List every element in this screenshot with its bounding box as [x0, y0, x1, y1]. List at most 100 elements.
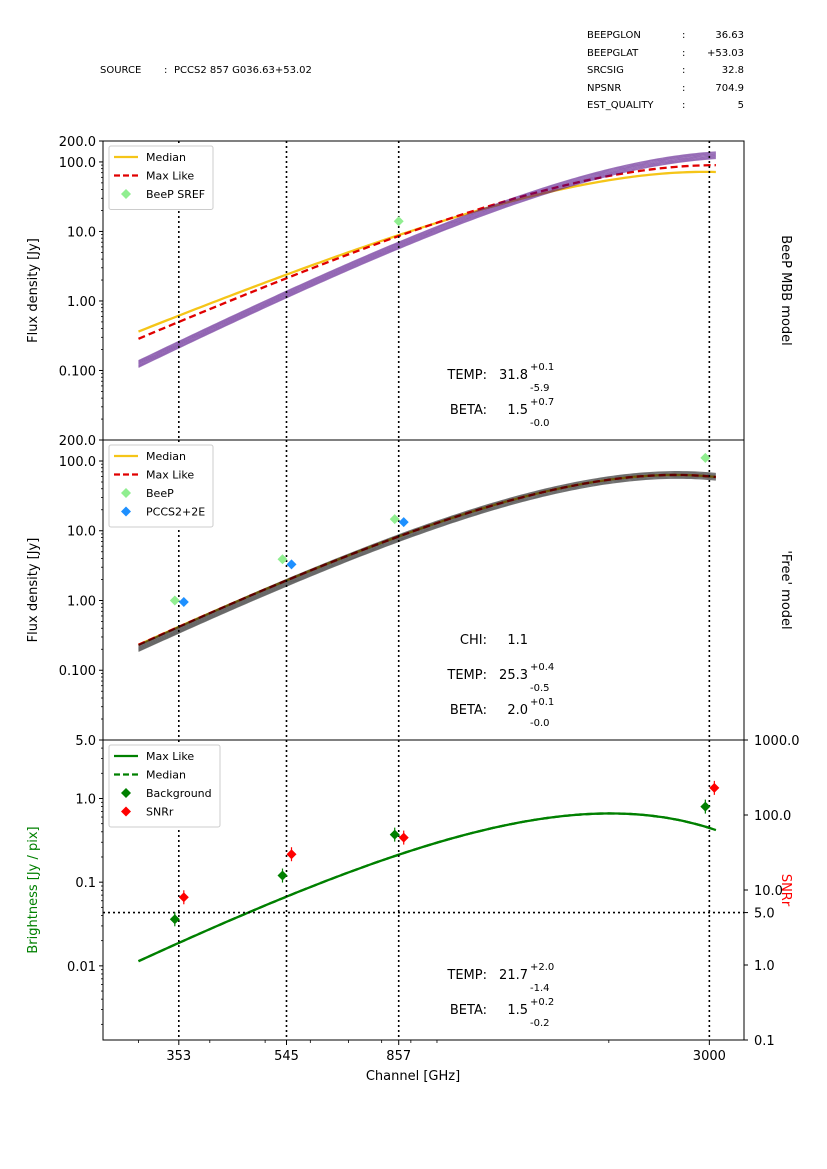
y-tick-label: 0.100	[59, 664, 96, 679]
annotation-key: CHI:	[460, 633, 487, 648]
series-band-line	[138, 154, 716, 365]
x-tick-label: 353	[166, 1049, 191, 1064]
series-band-line	[138, 476, 716, 651]
data-point	[277, 554, 288, 565]
legend-swatch-diamond	[121, 788, 131, 798]
y-tick-label: 10.0	[67, 525, 96, 540]
annotation-plus: +0.1	[530, 697, 554, 708]
annotation-minus: -0.0	[530, 418, 550, 429]
legend-label: Max Like	[146, 469, 194, 482]
data-point	[709, 782, 720, 793]
annotation-value: 31.8	[499, 368, 528, 383]
annotation: BETA: 1.5+0.2 -0.2	[450, 997, 554, 1029]
data-point	[178, 892, 189, 903]
series-band-line	[138, 475, 716, 650]
annotation-plus: +0.1	[530, 362, 554, 373]
data-point	[277, 870, 288, 881]
y-axis-label: Brightness [Jy / pix]	[26, 826, 41, 953]
annotation-minus: -1.4	[530, 983, 550, 994]
annotation-plus: +2.0	[530, 962, 554, 973]
annotation-minus: -0.5	[530, 683, 550, 694]
series-band-line	[138, 474, 716, 649]
data-point	[286, 559, 297, 570]
legend-label: Background	[146, 787, 212, 800]
y2-tick-label: 5.0	[754, 907, 775, 922]
x-tick-label: 545	[274, 1049, 299, 1064]
series-band-line	[138, 473, 716, 648]
source-value: PCCS2 857 G036.63+53.02	[174, 65, 312, 76]
annotation-plus: +0.2	[530, 997, 554, 1008]
annotation-key: BETA:	[450, 703, 487, 718]
y-tick-label: 200.0	[59, 135, 96, 150]
annotation-key: BETA:	[450, 403, 487, 418]
annotation-plus: +0.4	[530, 662, 554, 673]
legend-swatch-diamond	[121, 506, 131, 517]
field-sep: :	[682, 100, 685, 111]
data-point	[389, 829, 400, 840]
y-tick-label: 0.1	[75, 876, 96, 891]
panel-middle: 0.100 1.00 10.0 100.0 200.0 Flux density [Jy]…	[26, 434, 793, 741]
panel-top: 0.100 1.00 10.0 100.0 200.0 Flux density [Jy]…	[26, 135, 793, 441]
annotation-key: TEMP:	[446, 668, 487, 683]
field-value: 5	[738, 100, 744, 111]
y-axis-label: Flux density [Jy]	[26, 238, 41, 343]
legend-label: BeeP SREF	[146, 188, 205, 201]
legend-label: Max Like	[146, 170, 194, 183]
field-value: +53.03	[707, 48, 744, 59]
annotation-minus: -0.0	[530, 718, 550, 729]
annotation-value: 2.0	[507, 703, 528, 718]
annotation-plus: +0.7	[530, 397, 554, 408]
x-tick-label: 3000	[693, 1049, 726, 1064]
y2-tick-label: 10.0	[754, 884, 783, 899]
legend: Median Max Like BeeP PCCS2+2E	[108, 444, 214, 528]
plot-area	[138, 812, 717, 963]
series-band-line	[138, 472, 716, 647]
field-sep: :	[682, 30, 685, 41]
data-point	[700, 452, 711, 463]
data-point	[178, 597, 189, 608]
y-tick-label: 100.0	[59, 156, 96, 171]
annotation: CHI: 1.1	[460, 633, 528, 648]
series-band-line	[138, 151, 716, 362]
legend-label: Median	[146, 450, 186, 463]
annotation-value: 1.5	[507, 1003, 528, 1018]
field-value: 32.8	[722, 65, 744, 76]
series-line-max-like	[138, 812, 717, 963]
panel-bottom: 0.01 0.1 1.0 5.0 0.1 1.0 5.0 10.0 100.0 1000.0 SNR…	[26, 734, 800, 1049]
annotation: BETA: 2.0+0.1 -0.0	[450, 697, 554, 729]
series-line-median	[138, 473, 716, 646]
y-tick-label: 0.100	[59, 364, 96, 379]
legend-swatch-diamond	[121, 189, 131, 199]
annotation-key: TEMP:	[446, 368, 487, 383]
y2-tick-label: 1000.0	[754, 734, 800, 749]
legend-box	[108, 744, 221, 828]
x-axis-label: Channel [GHz]	[366, 1069, 460, 1084]
series-band-line	[138, 152, 716, 363]
field-key: NPSNR	[587, 83, 621, 94]
y2-tick-label: 100.0	[754, 809, 791, 824]
field-sep: :	[682, 48, 685, 59]
data-point	[398, 832, 409, 843]
series-band-line	[138, 156, 716, 367]
y-tick-label: 1.00	[67, 594, 96, 609]
panel-model-label: BeeP MBB model	[778, 235, 793, 346]
legend-swatch-diamond	[121, 488, 131, 498]
y-tick-label: 0.01	[67, 960, 96, 975]
annotation-key: BETA:	[450, 1003, 487, 1018]
x-tick-label: 857	[386, 1049, 411, 1064]
legend: Max Like Median Background SNRr	[108, 744, 221, 828]
legend-label: BeeP	[146, 487, 174, 500]
annotation: TEMP: 25.3+0.4 -0.5	[446, 662, 554, 694]
field-value: 36.63	[715, 30, 744, 41]
legend-box	[108, 145, 214, 210]
annotation-value: 1.5	[507, 403, 528, 418]
y2-axis-label: SNRr	[778, 874, 793, 907]
data-point	[700, 801, 711, 812]
series-band-line	[138, 155, 716, 366]
data-point	[286, 849, 297, 860]
annotation-value: 25.3	[499, 668, 528, 683]
y-tick-label: 200.0	[59, 434, 96, 449]
legend-label: SNRr	[146, 806, 174, 819]
legend-label: Median	[146, 151, 186, 164]
data-point	[169, 595, 180, 606]
